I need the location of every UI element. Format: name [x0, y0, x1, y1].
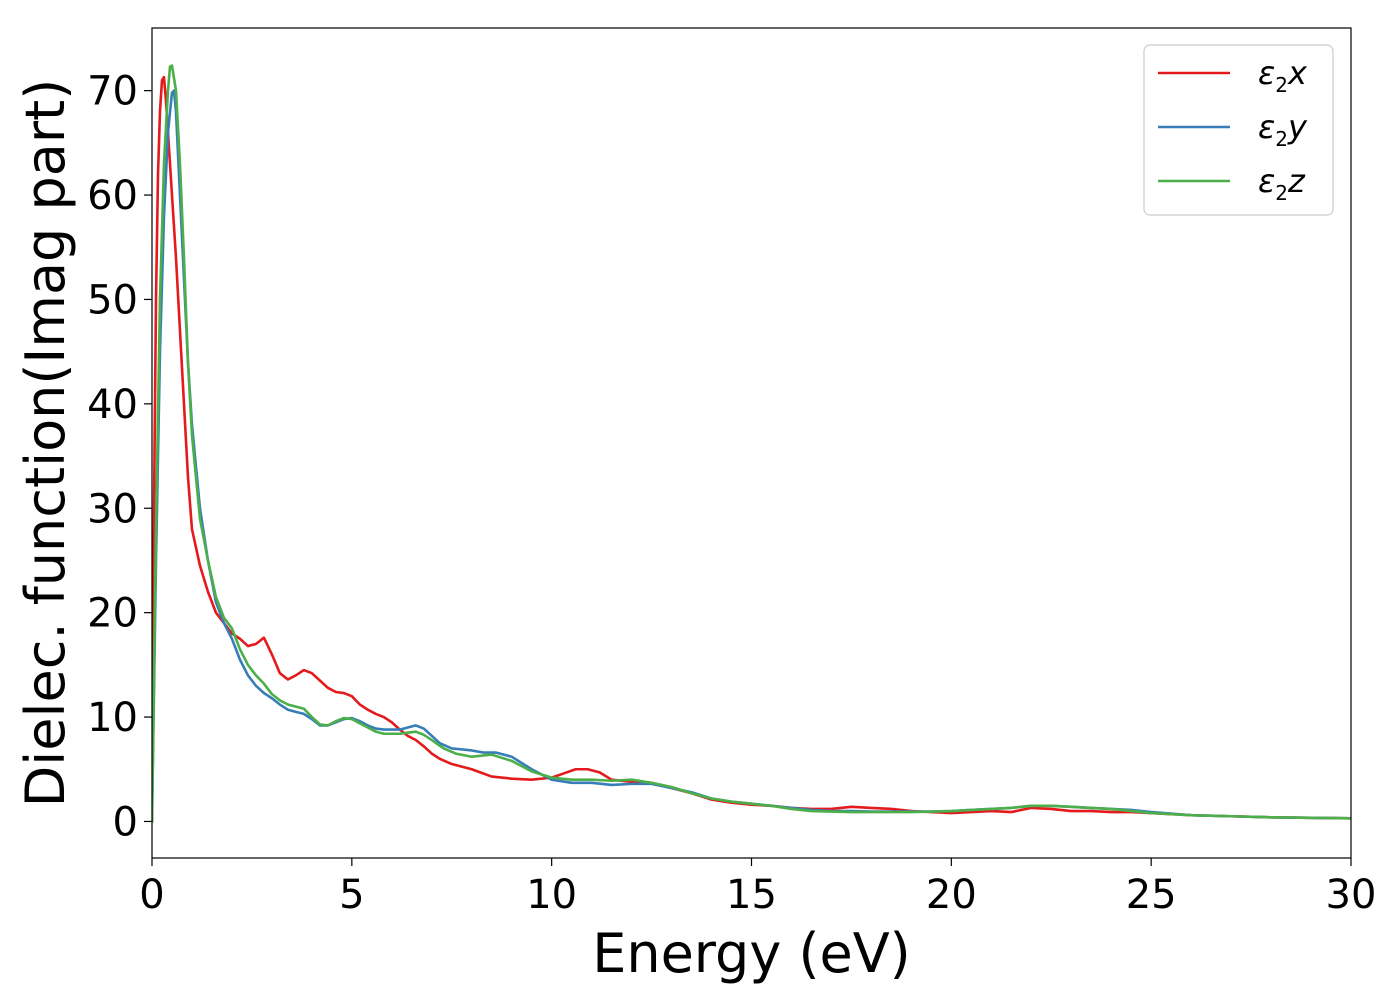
y-axis-title: Dielec. function(Imag part): [14, 79, 77, 808]
legend-label-x: ε2x: [1258, 54, 1308, 97]
series-lines: [152, 64, 1351, 823]
y-tick-label: 0: [113, 799, 138, 845]
legend-box: [1143, 44, 1334, 216]
y-tick-label: 60: [87, 173, 138, 219]
x-tick-label: 10: [526, 872, 577, 918]
y-tick-label: 30: [87, 486, 138, 532]
x-tick-label: 30: [1326, 872, 1377, 918]
x-axis-title: Energy (eV): [592, 922, 911, 985]
y-tick-label: 50: [87, 277, 138, 323]
x-tick-label: 15: [726, 872, 777, 918]
x-tick-label: 20: [926, 872, 977, 918]
x-axis: 0 5 10 15 20 25 30: [139, 858, 1376, 918]
y-tick-label: 40: [87, 382, 138, 428]
y-axis: 0 10 20 30 40 50 60 70: [87, 69, 152, 845]
x-tick-label: 0: [139, 872, 164, 918]
legend-label-z: ε2z: [1258, 162, 1306, 205]
x-tick-label: 5: [339, 872, 364, 918]
y-tick-label: 70: [87, 69, 138, 115]
legend-label-y: ε2y: [1258, 108, 1308, 151]
legend: ε2x ε2y ε2z: [1143, 44, 1334, 216]
y-tick-label: 10: [87, 695, 138, 741]
series-line-x: [152, 75, 1351, 823]
x-tick-label: 25: [1126, 872, 1177, 918]
series-line-z: [152, 64, 1351, 823]
y-tick-label: 20: [87, 591, 138, 637]
